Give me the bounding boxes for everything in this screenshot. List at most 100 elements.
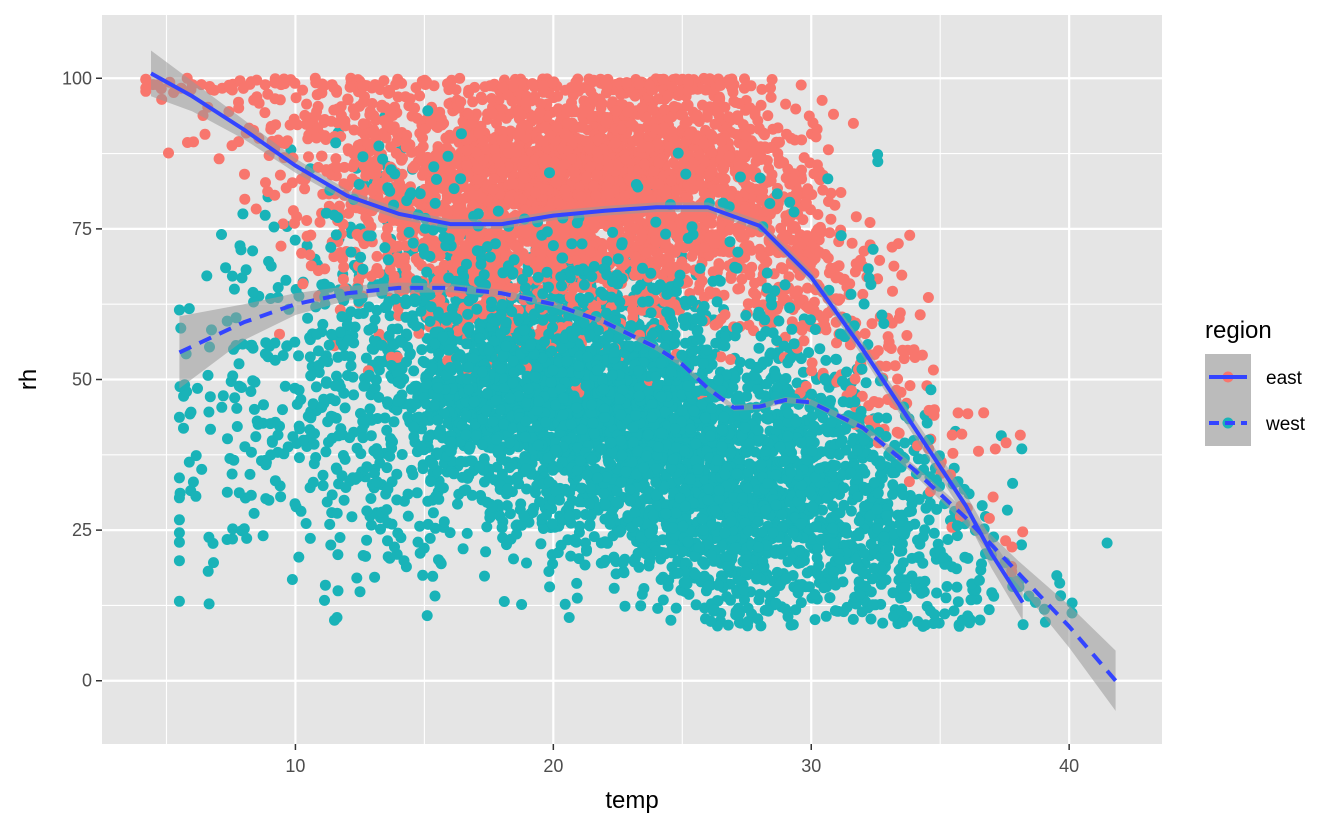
data-point xyxy=(922,292,934,303)
data-point xyxy=(183,456,195,468)
data-point xyxy=(319,594,330,606)
data-point xyxy=(442,417,454,429)
data-point xyxy=(365,519,377,531)
data-point xyxy=(381,396,393,408)
data-point xyxy=(280,274,292,286)
data-point xyxy=(371,250,383,262)
data-point xyxy=(888,610,900,622)
data-point xyxy=(817,504,828,516)
data-point xyxy=(310,381,322,393)
data-point xyxy=(665,614,677,626)
data-point xyxy=(706,549,717,561)
data-point xyxy=(511,528,523,540)
data-point xyxy=(384,310,396,322)
data-point xyxy=(274,169,286,181)
data-point xyxy=(773,157,785,169)
data-point xyxy=(163,147,174,159)
data-point xyxy=(366,270,377,282)
data-point xyxy=(173,492,185,504)
data-point xyxy=(619,600,631,612)
data-point xyxy=(293,420,305,432)
data-point xyxy=(806,365,818,377)
data-point xyxy=(836,469,848,481)
data-point xyxy=(931,587,943,599)
data-point xyxy=(608,582,620,594)
data-point xyxy=(357,550,369,561)
data-point xyxy=(948,605,960,617)
data-point xyxy=(304,351,316,363)
data-point xyxy=(251,74,263,86)
data-point xyxy=(319,579,331,591)
data-point xyxy=(421,333,433,344)
data-point xyxy=(498,596,510,607)
data-point xyxy=(680,577,691,589)
data-point xyxy=(220,262,232,274)
data-point xyxy=(367,126,379,138)
data-point xyxy=(314,216,326,228)
data-point xyxy=(607,96,619,108)
data-point xyxy=(951,530,963,542)
data-point xyxy=(290,92,302,104)
data-point xyxy=(369,468,380,479)
data-point xyxy=(803,110,815,122)
data-point xyxy=(717,173,729,185)
data-point xyxy=(809,614,821,626)
data-point xyxy=(331,507,343,519)
data-point xyxy=(770,597,782,609)
data-point xyxy=(326,328,337,340)
data-point xyxy=(757,526,769,538)
data-point xyxy=(247,245,259,257)
data-point xyxy=(381,424,393,436)
data-point xyxy=(414,547,426,559)
data-point xyxy=(347,161,359,173)
data-point xyxy=(859,328,871,340)
data-point xyxy=(904,229,916,241)
data-point xyxy=(939,608,951,620)
data-point xyxy=(339,350,351,361)
data-point xyxy=(369,314,381,326)
data-point xyxy=(257,530,269,542)
data-point xyxy=(579,559,591,571)
data-point xyxy=(354,586,366,598)
data-point xyxy=(309,72,321,84)
data-point xyxy=(571,592,583,604)
data-point xyxy=(378,75,390,87)
data-point xyxy=(173,527,185,539)
data-point xyxy=(657,594,669,606)
data-point xyxy=(830,509,842,521)
data-point xyxy=(385,141,397,153)
data-point xyxy=(777,263,789,275)
data-point xyxy=(299,109,311,121)
data-point xyxy=(351,572,363,584)
data-point xyxy=(272,282,284,293)
data-point xyxy=(741,446,753,458)
data-point xyxy=(898,353,910,365)
data-point xyxy=(889,360,901,372)
data-point xyxy=(293,350,304,362)
data-point xyxy=(304,249,316,261)
data-point xyxy=(807,533,819,545)
data-point xyxy=(330,462,342,474)
data-point xyxy=(535,538,547,550)
data-point xyxy=(521,483,533,495)
data-point xyxy=(332,549,344,561)
data-point xyxy=(324,518,336,530)
data-point xyxy=(238,523,250,535)
data-point xyxy=(615,88,627,100)
data-point xyxy=(814,343,826,355)
data-point xyxy=(749,446,761,458)
data-point xyxy=(185,406,197,418)
data-point xyxy=(173,555,185,567)
data-point xyxy=(887,488,899,500)
data-point xyxy=(173,472,185,484)
data-point xyxy=(574,520,586,532)
data-point xyxy=(233,136,245,148)
data-point xyxy=(850,553,862,565)
data-point xyxy=(563,612,575,623)
data-point xyxy=(401,328,412,340)
data-point xyxy=(338,494,350,506)
data-point xyxy=(427,507,439,519)
data-point xyxy=(787,619,799,631)
data-point xyxy=(816,94,828,106)
